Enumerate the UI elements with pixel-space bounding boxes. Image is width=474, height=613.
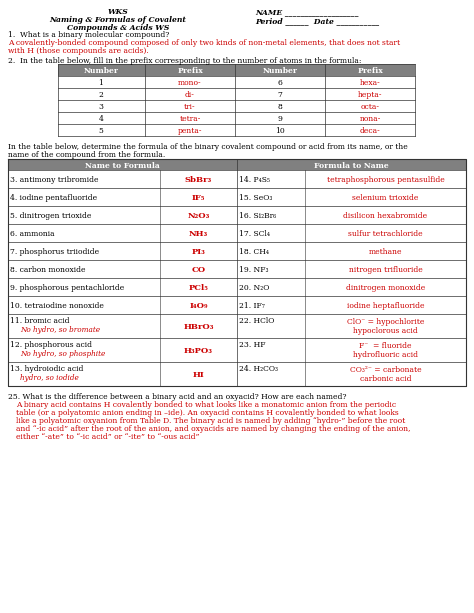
Text: mono-: mono- [178, 79, 202, 87]
Text: IF₅: IF₅ [192, 194, 205, 202]
Text: 7. phosphorus triiodide: 7. phosphorus triiodide [10, 248, 99, 256]
Text: PCl₅: PCl₅ [189, 284, 209, 292]
Text: with H (those compounds are acids).: with H (those compounds are acids). [8, 47, 149, 55]
Bar [8, 159, 466, 170]
Text: 2: 2 [99, 91, 103, 99]
Text: 9: 9 [278, 115, 283, 123]
Text: dinitrogen monoxide: dinitrogen monoxide [346, 284, 425, 292]
Text: HI: HI [192, 371, 204, 379]
Text: octa-: octa- [361, 103, 380, 111]
Text: 9. phosphorous pentachloride: 9. phosphorous pentachloride [10, 284, 124, 292]
Text: 15. SeO₃: 15. SeO₃ [239, 194, 273, 202]
Text: 11. bromic acid: 11. bromic acid [10, 317, 70, 325]
Text: hydro, so iodide: hydro, so iodide [20, 374, 79, 382]
Text: In the table below, determine the formula of the binary covalent compound or aci: In the table below, determine the formul… [8, 143, 408, 151]
Text: 6: 6 [278, 79, 283, 87]
Text: 4. iodine pentafluoride: 4. iodine pentafluoride [10, 194, 97, 202]
Text: 22. HClO: 22. HClO [239, 317, 274, 325]
Text: Number: Number [83, 67, 118, 75]
Text: 10. tetraiodine nonoxide: 10. tetraiodine nonoxide [10, 302, 104, 310]
Text: A covalently-bonded compound composed of only two kinds of non-metal elements, t: A covalently-bonded compound composed of… [8, 39, 400, 47]
Text: CO₃²⁻ = carbonate: CO₃²⁻ = carbonate [350, 366, 421, 374]
Text: iodine heptafluoride: iodine heptafluoride [347, 302, 424, 310]
Text: hepta-: hepta- [358, 91, 382, 99]
Text: A binary acid contains H covalently bonded to what looks like a monatomic anion : A binary acid contains H covalently bond… [16, 401, 396, 409]
Text: 23. HF: 23. HF [239, 341, 265, 349]
Text: Compounds & Acids WS: Compounds & Acids WS [67, 24, 169, 32]
Text: 1.  What is a binary molecular compound?: 1. What is a binary molecular compound? [8, 31, 169, 39]
Text: either “-ate” to “-ic acid” or “-ite” to “-ous acid”: either “-ate” to “-ic acid” or “-ite” to… [16, 433, 200, 441]
Text: 16. Si₂Br₆: 16. Si₂Br₆ [239, 212, 276, 220]
Text: hexa-: hexa- [360, 79, 380, 87]
Text: N₂O₃: N₂O₃ [187, 212, 210, 220]
Text: NAME ___________________: NAME ___________________ [255, 8, 358, 16]
Text: 18. CH₄: 18. CH₄ [239, 248, 269, 256]
Text: ClO⁻ = hypochlorite: ClO⁻ = hypochlorite [347, 318, 424, 326]
Text: carbonic acid: carbonic acid [360, 375, 411, 383]
Text: WKS: WKS [108, 8, 128, 16]
Text: 10: 10 [275, 127, 285, 135]
Text: tetraphosphorous pentasulfide: tetraphosphorous pentasulfide [327, 176, 444, 184]
Text: 12. phosphorous acid: 12. phosphorous acid [10, 341, 92, 349]
Text: hypoclorous acid: hypoclorous acid [353, 327, 418, 335]
Text: 6. ammonia: 6. ammonia [10, 230, 55, 238]
Text: 13. hydroiodic acid: 13. hydroiodic acid [10, 365, 83, 373]
Text: 5: 5 [99, 127, 103, 135]
Text: 14. P₄S₅: 14. P₄S₅ [239, 176, 270, 184]
Text: nitrogen trifluoride: nitrogen trifluoride [348, 266, 422, 274]
Text: sulfur tetrachloride: sulfur tetrachloride [348, 230, 423, 238]
Text: nona-: nona- [359, 115, 381, 123]
Text: PI₃: PI₃ [191, 248, 205, 256]
Text: NH₃: NH₃ [189, 230, 208, 238]
Text: H₃PO₃: H₃PO₃ [184, 347, 213, 355]
Text: Period ______  Date ___________: Period ______ Date ___________ [255, 17, 379, 25]
Text: SbBr₃: SbBr₃ [185, 176, 212, 184]
Text: penta-: penta- [178, 127, 202, 135]
Text: Number: Number [263, 67, 298, 75]
Text: No hydro, so bromate: No hydro, so bromate [20, 326, 100, 334]
Text: 7: 7 [278, 91, 283, 99]
Text: No hydro, so phosphite: No hydro, so phosphite [20, 350, 105, 358]
Text: tri-: tri- [184, 103, 196, 111]
Text: table (or a polyatomic anion ending in –ide). An oxyacid contains H covalently b: table (or a polyatomic anion ending in –… [16, 409, 399, 417]
Text: Name to Formula: Name to Formula [85, 161, 160, 170]
Text: Prefix: Prefix [357, 67, 383, 75]
Text: hydrofluoric acid: hydrofluoric acid [353, 351, 418, 359]
Text: selenium trioxide: selenium trioxide [352, 194, 419, 202]
Text: 25. What is the difference between a binary acid and an oxyacid? How are each na: 25. What is the difference between a bin… [8, 393, 346, 401]
Text: 21. IF₇: 21. IF₇ [239, 302, 265, 310]
Text: 1: 1 [99, 79, 103, 87]
Text: like a polyatomic oxyanion from Table D. The binary acid is named by adding “hyd: like a polyatomic oxyanion from Table D.… [16, 417, 405, 425]
Text: 19. NF₃: 19. NF₃ [239, 266, 268, 274]
Text: 3. antimony tribromide: 3. antimony tribromide [10, 176, 99, 184]
Text: I₄O₉: I₄O₉ [189, 302, 208, 310]
Text: F⁻  = fluoride: F⁻ = fluoride [359, 342, 412, 350]
Text: methane: methane [369, 248, 402, 256]
Text: 3: 3 [99, 103, 103, 111]
Text: HBrO₃: HBrO₃ [183, 323, 214, 331]
Text: 5. dinitrogen trioxide: 5. dinitrogen trioxide [10, 212, 91, 220]
Text: 20. N₂O: 20. N₂O [239, 284, 269, 292]
Text: deca-: deca- [360, 127, 380, 135]
Text: and “-ic acid” after the root of the anion, and oxyacids are named by changing t: and “-ic acid” after the root of the ani… [16, 425, 410, 433]
Text: 2.  In the table below, fill in the prefix corresponding to the number of atoms : 2. In the table below, fill in the prefi… [8, 57, 362, 65]
Text: 17. SCl₄: 17. SCl₄ [239, 230, 270, 238]
Text: Naming & Formulas of Covalent: Naming & Formulas of Covalent [50, 16, 186, 24]
Text: Formula to Name: Formula to Name [314, 161, 389, 170]
Text: disilicon hexabromide: disilicon hexabromide [344, 212, 428, 220]
Bar [58, 64, 415, 76]
Text: CO: CO [191, 266, 206, 274]
Text: Prefix: Prefix [177, 67, 203, 75]
Text: di-: di- [185, 91, 195, 99]
Text: 24. H₂CO₃: 24. H₂CO₃ [239, 365, 278, 373]
Text: 8. carbon monoxide: 8. carbon monoxide [10, 266, 85, 274]
Text: tetra-: tetra- [179, 115, 201, 123]
Text: 4: 4 [99, 115, 103, 123]
Text: 8: 8 [278, 103, 283, 111]
Text: name of the compound from the formula.: name of the compound from the formula. [8, 151, 165, 159]
